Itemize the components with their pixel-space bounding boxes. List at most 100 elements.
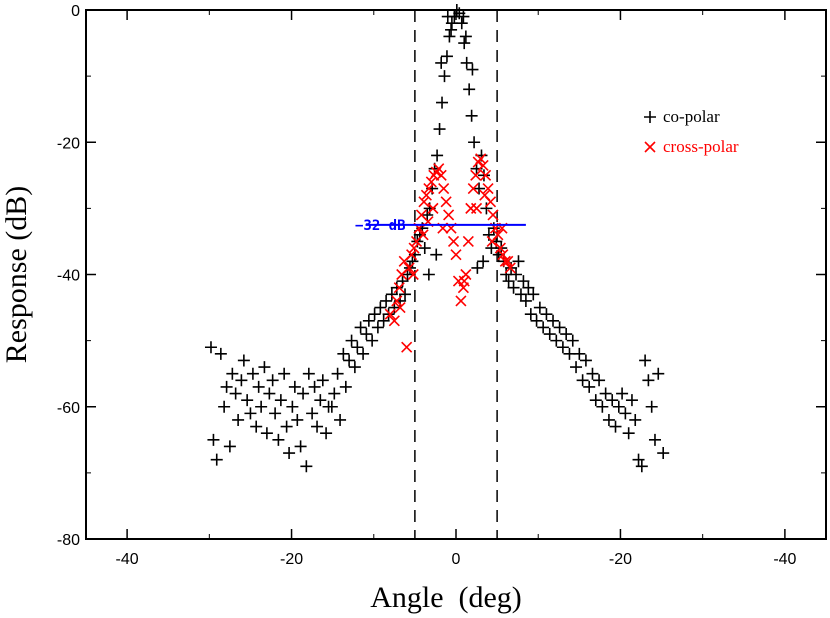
- co-polar-point: [480, 202, 493, 215]
- cross-polar-point: [435, 169, 447, 181]
- co-polar-point: [218, 400, 231, 413]
- co-polar-point: [533, 301, 546, 314]
- cross-polar-point: [423, 182, 435, 195]
- co-polar-point: [260, 427, 273, 440]
- cross-polar-point: [499, 255, 511, 267]
- cross-polar-point: [443, 209, 455, 221]
- co-polar-point: [374, 301, 387, 314]
- cross-polar-point: [438, 182, 450, 195]
- cross-polar-point: [497, 249, 509, 261]
- co-polar-point: [300, 460, 313, 473]
- cross-polar-point: [425, 176, 437, 188]
- co-polar-point: [283, 447, 296, 460]
- co-polar-point: [255, 400, 268, 413]
- co-polar-point: [589, 394, 602, 407]
- co-polar-point: [207, 433, 220, 446]
- co-polar-point: [543, 328, 556, 341]
- cross-polar-point: [458, 275, 470, 287]
- co-polar-point: [385, 288, 398, 301]
- legend-cross-polar-label: cross-polar: [663, 137, 739, 156]
- co-polar-point: [241, 394, 254, 407]
- co-polar-point: [334, 413, 347, 426]
- axis-ticks: [86, 9, 826, 540]
- co-polar-point: [471, 261, 484, 274]
- co-polar-point: [602, 413, 615, 426]
- co-polar-point: [573, 347, 586, 360]
- co-polar-point: [418, 242, 431, 255]
- cross-polar-point: [388, 315, 400, 327]
- reference-vlines: [414, 10, 498, 539]
- co-polar-point: [325, 400, 338, 413]
- cross-polar-point: [494, 242, 506, 254]
- y-tick-label: 0: [71, 3, 80, 20]
- co-polar-point: [517, 275, 530, 288]
- co-polar-point: [657, 447, 670, 460]
- co-polar-point: [204, 341, 217, 354]
- co-polar-point: [457, 10, 470, 23]
- tick-labels: -40 -20 0 -20 -40 0 -20 -40 -60 -80: [57, 3, 797, 568]
- cross-polar-point: [465, 202, 477, 214]
- co-polar-point: [291, 413, 304, 426]
- cross-polar-point: [450, 249, 462, 261]
- cross-polar-point: [440, 196, 452, 208]
- co-polar-point: [229, 387, 242, 400]
- plot-frame: [85, 9, 827, 540]
- co-polar-point: [599, 387, 612, 400]
- cross-polar-point: [393, 282, 405, 294]
- co-polar-point: [269, 407, 282, 420]
- co-polar-point: [316, 374, 329, 387]
- co-polar-point: [297, 387, 310, 400]
- co-polar-point: [314, 394, 327, 407]
- co-polar-point: [473, 182, 486, 195]
- co-polar-point: [390, 281, 403, 294]
- co-polar-point: [583, 380, 596, 393]
- co-polar-point: [524, 308, 537, 321]
- cross-polar-point: [447, 235, 460, 248]
- cross-polar-point: [420, 189, 432, 201]
- co-polar-point: [235, 374, 248, 387]
- co-polar-point: [522, 281, 535, 294]
- x-tick-label: -20: [280, 551, 303, 568]
- co-polar-point: [502, 275, 515, 288]
- co-polar-point: [460, 56, 473, 69]
- cross-polar-point: [486, 235, 498, 248]
- x-tick-label: -40: [773, 551, 796, 568]
- co-polar-point: [579, 354, 592, 367]
- co-polar-point: [619, 407, 632, 420]
- co-polar-point: [441, 10, 454, 23]
- co-polar-point: [377, 314, 390, 327]
- co-polar-point: [302, 367, 315, 380]
- cross-polar-point: [470, 202, 483, 214]
- co-polar-point: [477, 255, 490, 268]
- co-polar-point: [237, 354, 250, 367]
- co-polar-point: [337, 347, 350, 360]
- co-polar-point: [380, 294, 393, 307]
- legend-co-polar-marker: [644, 111, 656, 123]
- cross-polar-point: [406, 249, 418, 261]
- co-polar-point: [622, 427, 635, 440]
- threshold-line-group: −32 dB: [355, 218, 526, 234]
- co-polar-point: [311, 420, 324, 433]
- co-polar-point: [343, 354, 356, 367]
- co-polar-point: [433, 123, 446, 136]
- co-polar-point: [527, 288, 540, 301]
- co-polar-point: [629, 413, 642, 426]
- co-polar-point: [223, 440, 236, 453]
- cross-polar-point: [504, 262, 516, 274]
- co-polar-point: [252, 380, 265, 393]
- co-polar-point: [214, 347, 227, 360]
- legend-co-polar-label: co-polar: [663, 107, 720, 126]
- co-polar-point: [348, 361, 361, 374]
- co-polar-point: [272, 433, 285, 446]
- co-polar-point: [450, 4, 463, 16]
- co-polar-point: [625, 394, 638, 407]
- co-polar-point: [612, 400, 625, 413]
- co-polar-point: [436, 96, 449, 109]
- co-polar-point: [465, 109, 478, 122]
- co-polar-point: [274, 394, 287, 407]
- cross-polar-point: [401, 341, 413, 353]
- cross-polar-point: [479, 189, 491, 201]
- co-polar-point: [306, 407, 319, 420]
- co-polar-point: [530, 314, 543, 327]
- co-polar-point: [220, 380, 233, 393]
